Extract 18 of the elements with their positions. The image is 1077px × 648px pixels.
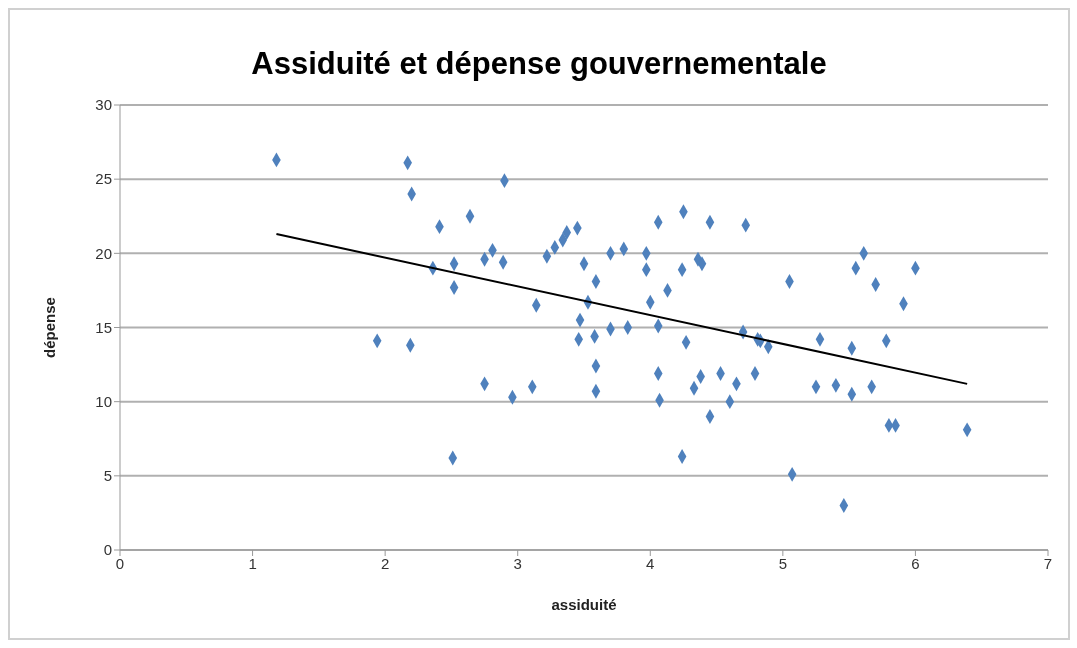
x-tick-label: 7 [1043, 554, 1053, 572]
y-tick-label: 30 [95, 96, 112, 114]
x-tick-label: 2 [380, 554, 390, 572]
chart-title: Assiduité et dépense gouvernementale [250, 46, 828, 83]
y-tick-label: 5 [103, 467, 112, 485]
y-tick-label: 0 [103, 541, 112, 559]
x-tick-label: 5 [778, 554, 788, 572]
x-tick-label: 4 [646, 554, 655, 572]
y-tick-label: 15 [95, 318, 112, 336]
y-tick-label: 20 [95, 244, 112, 262]
x-tick-label: 0 [115, 554, 125, 572]
x-tick-label: 1 [248, 554, 257, 572]
x-tick-label: 6 [911, 554, 920, 572]
y-tick-label: 10 [95, 392, 112, 410]
x-axis-title: assiduité [551, 596, 617, 613]
y-axis-title: dépense [41, 297, 59, 358]
x-tick-label: 3 [513, 554, 522, 572]
y-tick-label: 25 [95, 170, 112, 188]
